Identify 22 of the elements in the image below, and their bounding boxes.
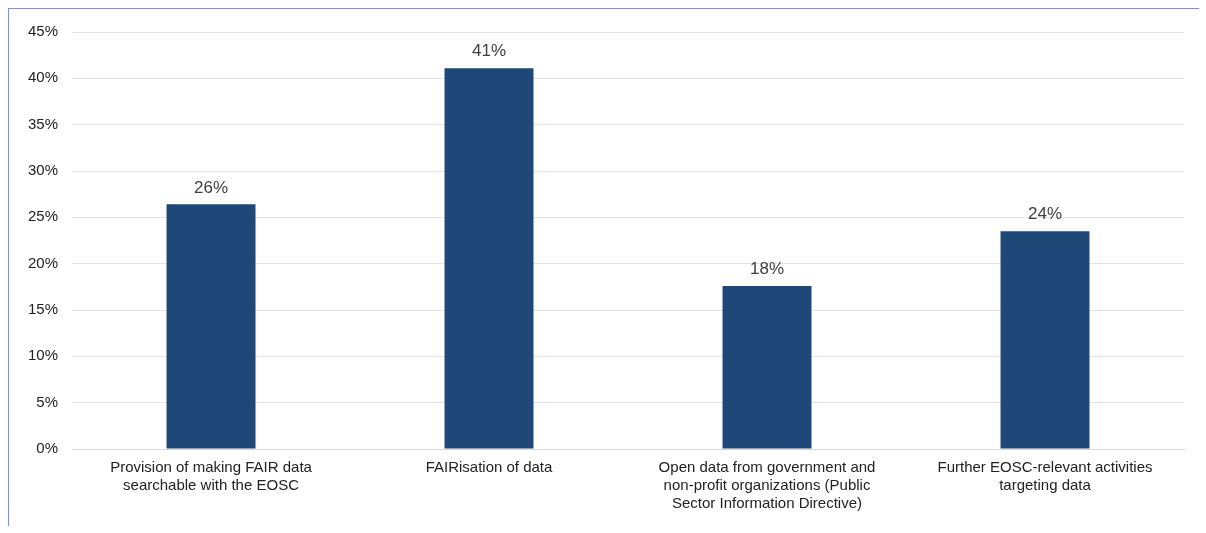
data-label: 26% bbox=[194, 177, 229, 197]
x-tick-label: Provision of making FAIR data searchable with the EOSC bbox=[110, 458, 313, 494]
y-tick-label: 20% bbox=[27, 253, 59, 271]
x-tick-label: Open data from government and non-profit organizations (Public Sector Information Directive) bbox=[658, 458, 876, 512]
data-label: 41% bbox=[472, 41, 507, 61]
y-tick-label: 0% bbox=[36, 439, 59, 457]
bar bbox=[722, 285, 812, 449]
x-tick-label: FAIRisation of data bbox=[425, 458, 554, 476]
y-tick-label: 30% bbox=[27, 161, 59, 179]
data-label: 24% bbox=[1027, 204, 1063, 224]
x-tick-label: Further EOSC-relevant activities targeting data bbox=[937, 458, 1153, 494]
y-tick-label: 35% bbox=[27, 114, 59, 132]
bar bbox=[1000, 231, 1090, 449]
y-tick-label: 40% bbox=[27, 68, 59, 86]
y-tick-label: 15% bbox=[27, 300, 59, 318]
data-label: 18% bbox=[749, 259, 785, 279]
y-tick-label: 10% bbox=[27, 346, 59, 364]
bar bbox=[166, 204, 256, 449]
y-tick-label: 45% bbox=[27, 22, 59, 40]
bar bbox=[444, 68, 534, 449]
y-tick-label: 25% bbox=[27, 207, 59, 225]
y-tick-label: 5% bbox=[36, 392, 59, 410]
